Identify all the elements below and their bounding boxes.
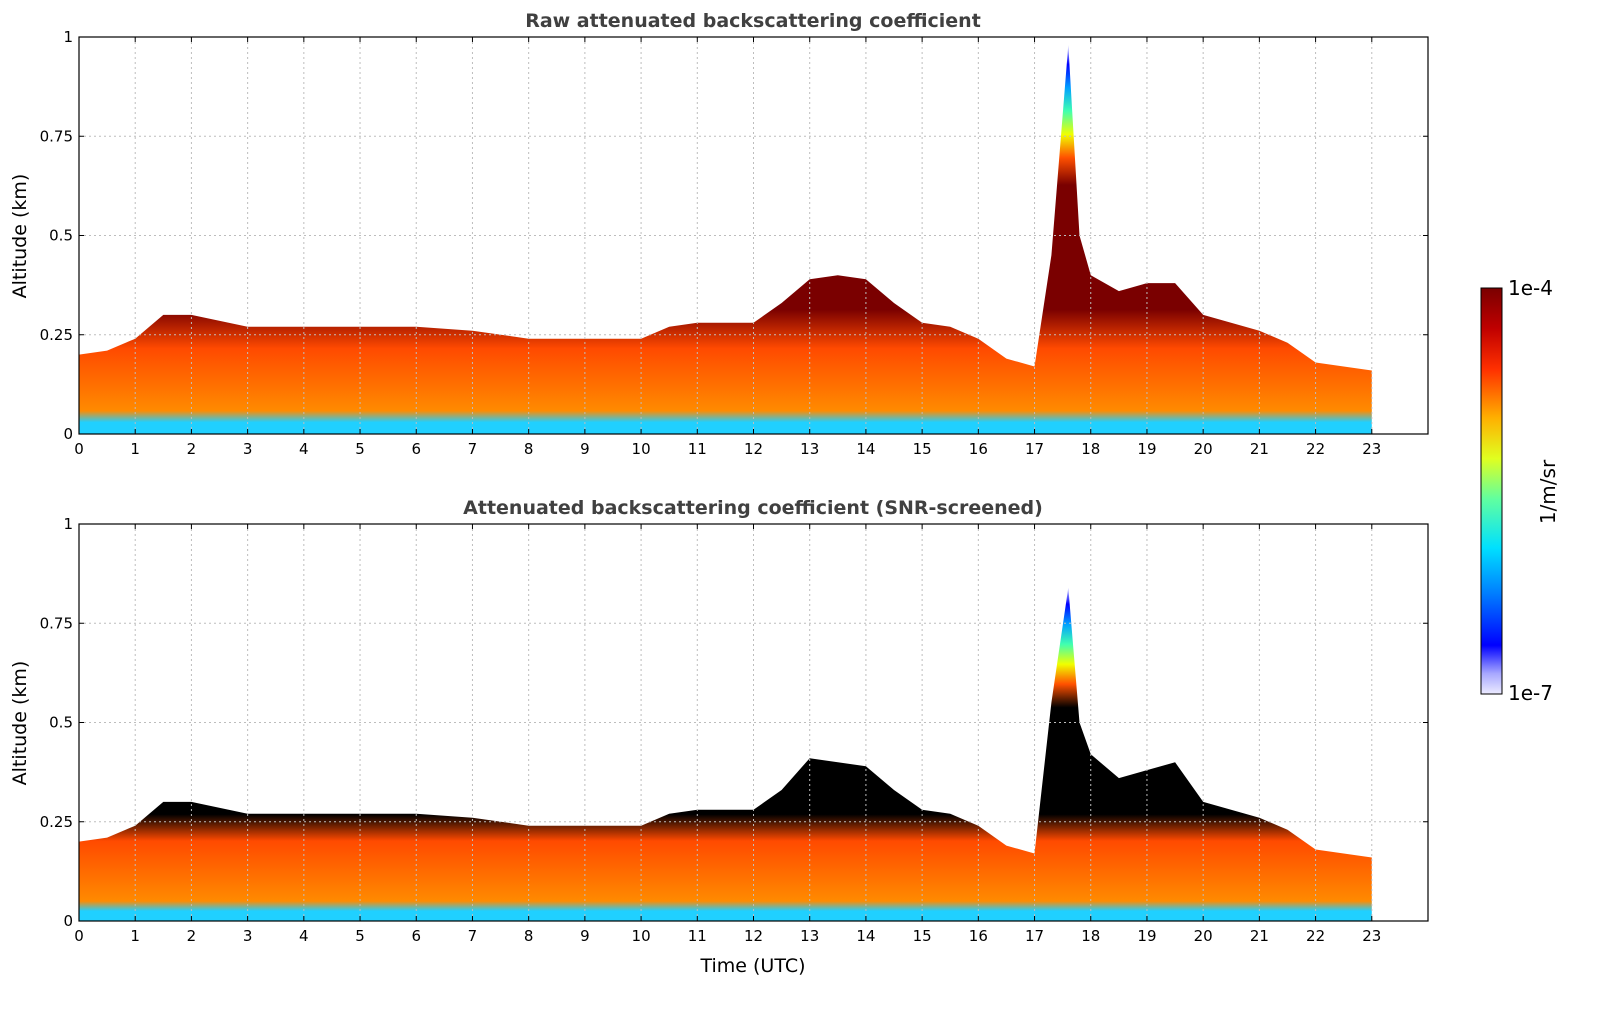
x-tick-label: 13 <box>800 927 819 945</box>
y-axis-label: Altitude (km) <box>9 661 31 786</box>
x-tick-label: 5 <box>355 440 365 458</box>
x-tick-label: 17 <box>1025 440 1044 458</box>
snr-screened-panel: Attenuated backscattering coefficient (S… <box>9 497 1429 977</box>
x-tick-label: 2 <box>187 927 197 945</box>
x-tick-label: 19 <box>1137 440 1156 458</box>
colorbar-gradient <box>1480 287 1503 695</box>
x-tick-label: 4 <box>299 927 309 945</box>
x-tick-label: 15 <box>913 927 932 945</box>
x-tick-label: 9 <box>580 440 590 458</box>
y-tick-label: 0 <box>63 425 73 443</box>
x-tick-label: 11 <box>688 927 707 945</box>
x-tick-label: 6 <box>411 440 421 458</box>
y-tick-label: 1 <box>63 515 73 533</box>
x-axis-label: Time (UTC) <box>699 955 805 977</box>
x-tick-label: 5 <box>355 927 365 945</box>
x-tick-label: 16 <box>969 927 988 945</box>
x-tick-label: 15 <box>913 440 932 458</box>
x-tick-label: 12 <box>744 927 763 945</box>
colorbar-min-label: 1e-7 <box>1508 681 1553 705</box>
x-tick-label: 12 <box>744 440 763 458</box>
x-tick-label: 20 <box>1194 927 1213 945</box>
x-tick-label: 9 <box>580 927 590 945</box>
y-tick-label: 0.5 <box>49 714 73 732</box>
x-tick-label: 3 <box>243 440 253 458</box>
x-tick-label: 3 <box>243 927 253 945</box>
x-tick-label: 8 <box>524 440 534 458</box>
colorbar-unit-label: 1/m/sr <box>1536 459 1560 524</box>
x-tick-label: 4 <box>299 440 309 458</box>
x-tick-label: 18 <box>1081 927 1100 945</box>
x-tick-label: 13 <box>800 440 819 458</box>
x-tick-label: 21 <box>1250 440 1269 458</box>
backscatter-layer <box>79 587 1372 921</box>
colorbar-max-label: 1e-4 <box>1508 276 1553 300</box>
x-tick-label: 17 <box>1025 927 1044 945</box>
x-tick-label: 7 <box>468 440 478 458</box>
x-tick-label: 22 <box>1306 440 1325 458</box>
backscatter-layer <box>79 44 1372 435</box>
x-tick-label: 14 <box>856 440 875 458</box>
y-tick-label: 0.5 <box>49 227 73 245</box>
y-tick-label: 0.25 <box>40 326 73 344</box>
x-tick-label: 6 <box>411 927 421 945</box>
raw-backscatter-panel: Raw attenuated backscattering coefficien… <box>9 10 1429 458</box>
x-tick-label: 23 <box>1362 927 1381 945</box>
panel-title: Attenuated backscattering coefficient (S… <box>463 497 1043 519</box>
x-tick-label: 8 <box>524 927 534 945</box>
x-tick-label: 21 <box>1250 927 1269 945</box>
x-tick-label: 1 <box>130 927 140 945</box>
y-tick-label: 1 <box>63 28 73 46</box>
y-tick-label: 0 <box>63 912 73 930</box>
grid <box>78 36 1428 435</box>
grid <box>78 523 1428 922</box>
x-tick-label: 0 <box>74 440 84 458</box>
y-tick-label: 0.25 <box>40 813 73 831</box>
x-tick-label: 10 <box>632 440 651 458</box>
x-tick-label: 16 <box>969 440 988 458</box>
colorbar: 1e-4 1e-7 1/m/sr <box>1480 276 1560 705</box>
x-tick-label: 0 <box>74 927 84 945</box>
x-tick-label: 1 <box>130 440 140 458</box>
x-tick-label: 23 <box>1362 440 1381 458</box>
x-tick-label: 10 <box>632 927 651 945</box>
panel-title: Raw attenuated backscattering coefficien… <box>525 10 981 32</box>
x-tick-label: 7 <box>468 927 478 945</box>
y-tick-label: 0.75 <box>40 127 73 145</box>
y-tick-label: 0.75 <box>40 614 73 632</box>
x-tick-label: 20 <box>1194 440 1213 458</box>
x-tick-label: 19 <box>1137 927 1156 945</box>
y-axis-label: Altitude (km) <box>9 174 31 299</box>
x-tick-label: 11 <box>688 440 707 458</box>
x-tick-label: 2 <box>187 440 197 458</box>
x-tick-label: 14 <box>856 927 875 945</box>
x-tick-label: 18 <box>1081 440 1100 458</box>
x-tick-label: 22 <box>1306 927 1325 945</box>
